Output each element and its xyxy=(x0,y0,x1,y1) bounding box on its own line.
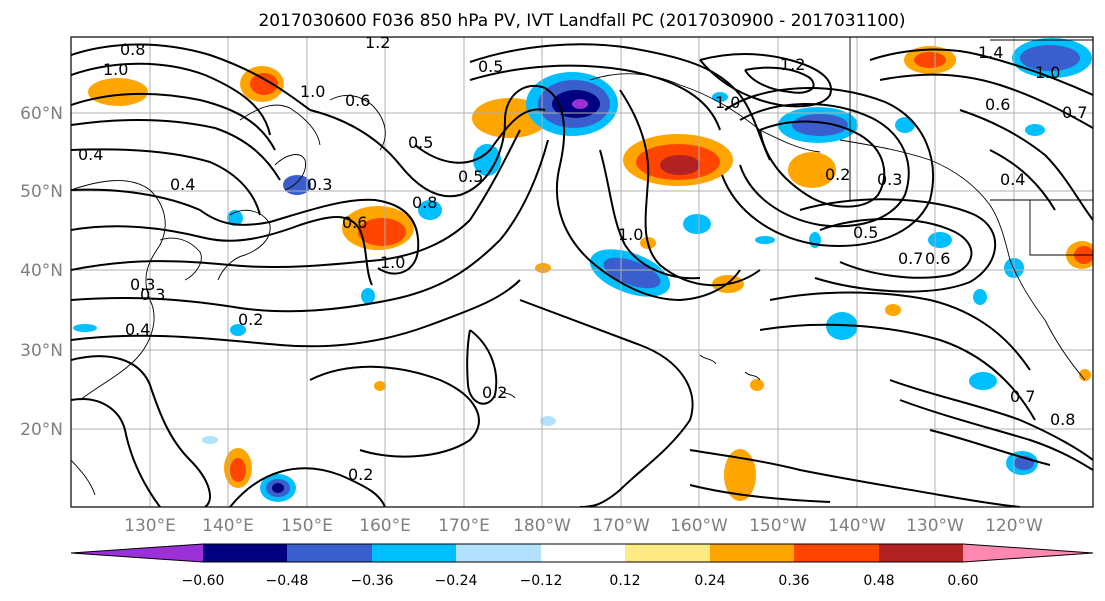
colorbar-tick-label: −0.36 xyxy=(351,573,394,589)
map-panel: 0.8 1.0 1.2 1.4 1.0 0.7 1.2 1.0 0.6 0.4 … xyxy=(70,33,1094,508)
contour-label: 0.8 xyxy=(1050,410,1075,429)
contour-label: 0.3 xyxy=(140,285,165,304)
contour-label: 0.6 xyxy=(985,95,1010,114)
contour-label: 0.7 xyxy=(1062,103,1087,122)
lon-tick-label: 120°W xyxy=(985,516,1043,536)
contour-label: 0.7 xyxy=(898,249,923,268)
contour-lines xyxy=(71,43,1093,507)
colorbar-tick-label: −0.48 xyxy=(266,573,309,589)
figure-title: 2017030600 F036 850 hPa PV, IVT Landfall… xyxy=(258,11,905,31)
colorbar-segment xyxy=(287,544,372,562)
colorbar-outline xyxy=(70,543,1094,563)
colorbar-tick-label: 0.12 xyxy=(609,573,640,589)
contour-label: 0.4 xyxy=(170,175,195,194)
colorbar-segment xyxy=(879,544,963,562)
contour-label: 0.4 xyxy=(78,145,103,164)
lat-tick-label: 40°N xyxy=(20,261,63,281)
lon-tick-label: 140°E xyxy=(202,516,254,536)
colorbar-tick-labels: −0.60 −0.48 −0.36 −0.24 −0.12 0.12 0.24 … xyxy=(182,573,979,589)
gridlines xyxy=(71,37,1093,507)
contour-label: 1.0 xyxy=(300,82,325,101)
shading-layer xyxy=(73,38,1093,502)
colorbar-segment xyxy=(794,544,879,562)
lon-tick-label: 150°E xyxy=(281,516,333,536)
colorbar-tick-label: −0.60 xyxy=(182,573,225,589)
contour-label: 0.8 xyxy=(120,40,145,59)
lon-tick-label: 140°W xyxy=(828,516,886,536)
contour-label: 1.0 xyxy=(715,93,740,112)
lat-tick-label: 50°N xyxy=(20,182,63,202)
colorbar-tick-label: 0.60 xyxy=(947,573,978,589)
longitude-labels: 130°E 140°E 150°E 160°E 170°E 180°W 170°… xyxy=(124,516,1043,536)
contour-label: 0.2 xyxy=(238,310,263,329)
colorbar: −0.60 −0.48 −0.36 −0.24 −0.12 0.12 0.24 … xyxy=(70,543,1094,589)
colorbar-tick-label: −0.12 xyxy=(520,573,563,589)
contour-label: 0.3 xyxy=(877,170,902,189)
colorbar-segments xyxy=(70,543,1094,563)
lon-tick-label: 150°W xyxy=(749,516,807,536)
contour-label: 0.3 xyxy=(307,175,332,194)
contour-label: 1.4 xyxy=(978,43,1003,62)
lon-tick-label: 180°W xyxy=(513,516,571,536)
contour-label: 0.2 xyxy=(348,465,373,484)
contour-label: 1.0 xyxy=(1035,63,1060,82)
colorbar-tick-label: 0.48 xyxy=(863,573,894,589)
contour-label: 1.0 xyxy=(380,253,405,272)
contour-label: 0.3 xyxy=(130,275,155,294)
contour-label: 0.6 xyxy=(342,213,367,232)
contour-label: 0.7 xyxy=(1010,387,1035,406)
colorbar-segment xyxy=(71,544,203,562)
lon-tick-label: 160°W xyxy=(670,516,728,536)
contour-label: 1.2 xyxy=(365,33,390,52)
colorbar-segment xyxy=(963,544,1093,562)
contour-label: 0.5 xyxy=(853,223,878,242)
lon-tick-label: 160°E xyxy=(359,516,411,536)
negative-anomaly xyxy=(73,38,1092,502)
colorbar-segment xyxy=(372,544,456,562)
lat-tick-label: 30°N xyxy=(20,341,63,361)
colorbar-segment xyxy=(710,544,794,562)
contour-label: 1.0 xyxy=(618,225,643,244)
contour-label: 0.2 xyxy=(482,383,507,402)
contour-label: 1.0 xyxy=(103,60,128,79)
colorbar-segment xyxy=(625,544,710,562)
colorbar-tick-label: −0.24 xyxy=(435,573,478,589)
contour-label: 1.2 xyxy=(780,55,805,74)
contour-label: 0.2 xyxy=(825,165,850,184)
contour-label: 0.5 xyxy=(478,57,503,76)
lat-tick-label: 60°N xyxy=(20,104,63,124)
contour-label: 0.6 xyxy=(925,249,950,268)
lon-tick-label: 170°W xyxy=(592,516,650,536)
lon-tick-label: 130°E xyxy=(124,516,176,536)
lon-tick-label: 170°E xyxy=(438,516,490,536)
contour-label: 0.4 xyxy=(125,320,150,339)
latitude-labels: 60°N 50°N 40°N 30°N 20°N xyxy=(20,104,63,440)
colorbar-segment xyxy=(203,544,287,562)
contour-label: 0.5 xyxy=(408,133,433,152)
lon-tick-label: 130°W xyxy=(906,516,964,536)
colorbar-segment xyxy=(541,544,625,562)
contour-label: 0.8 xyxy=(412,193,437,212)
colorbar-tick-label: 0.24 xyxy=(694,573,725,589)
colorbar-segment xyxy=(456,544,541,562)
contour-label: 0.5 xyxy=(458,167,483,186)
map-frame xyxy=(70,36,1094,508)
contour-label: 0.6 xyxy=(345,91,370,110)
contour-label-layer: 0.8 1.0 1.2 1.4 1.0 0.7 1.2 1.0 0.6 0.4 … xyxy=(78,33,1087,484)
colorbar-tick-label: 0.36 xyxy=(778,573,809,589)
contour-label: 0.4 xyxy=(1000,170,1025,189)
lat-tick-label: 20°N xyxy=(20,420,63,440)
